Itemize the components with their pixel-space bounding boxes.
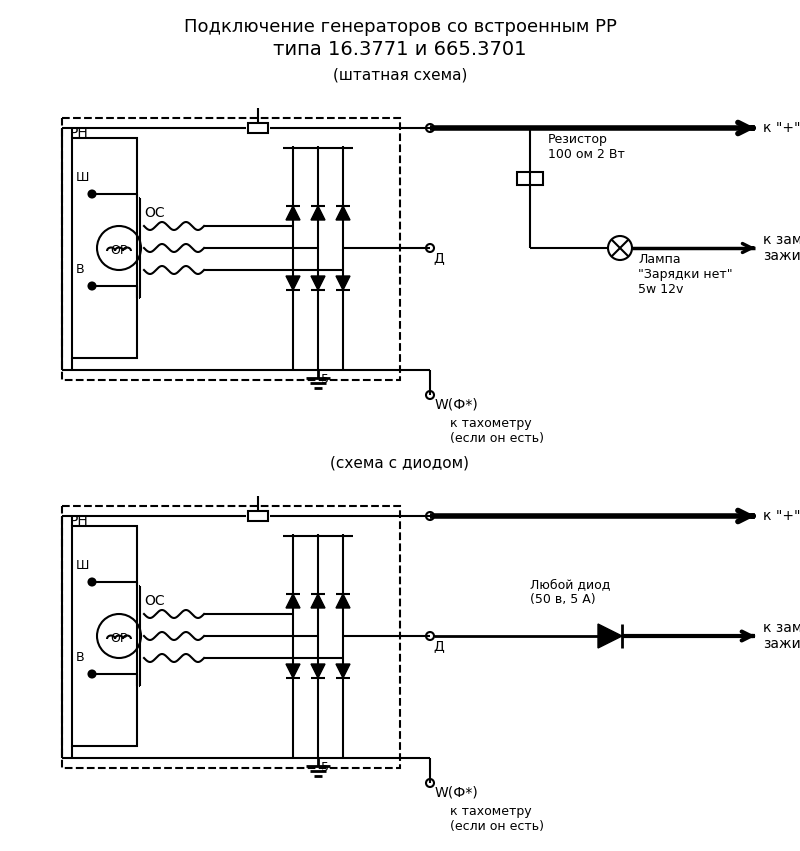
Circle shape [89, 283, 95, 289]
Polygon shape [336, 206, 350, 220]
Text: В: В [76, 651, 85, 664]
Text: Ш: Ш [76, 559, 90, 572]
Text: ОР: ОР [110, 243, 128, 256]
Text: Резистор
100 ом 2 Вт: Резистор 100 ом 2 Вт [548, 133, 625, 161]
Text: к замку
зажигания: к замку зажигания [763, 233, 800, 263]
Circle shape [89, 191, 95, 197]
Text: W(Ф*): W(Ф*) [435, 785, 478, 799]
Bar [72, 526, 137, 746]
Text: к "+" АКБ: к "+" АКБ [763, 509, 800, 523]
Text: Д: Д [433, 251, 444, 265]
Text: типа 16.3771 и 665.3701: типа 16.3771 и 665.3701 [274, 40, 526, 59]
Text: (штатная схема): (штатная схема) [333, 68, 467, 83]
Bar [248, 123, 268, 133]
Text: 5: 5 [321, 761, 329, 774]
Polygon shape [311, 664, 325, 678]
Text: ОС: ОС [144, 206, 165, 220]
Polygon shape [311, 594, 325, 608]
Polygon shape [311, 206, 325, 220]
Text: Подключение генераторов со встроенным РР: Подключение генераторов со встроенным РР [183, 18, 617, 36]
Bar [62, 118, 400, 380]
Polygon shape [336, 664, 350, 678]
Circle shape [89, 579, 95, 585]
Text: ОР: ОР [110, 631, 128, 644]
Text: ОС: ОС [144, 594, 165, 608]
Polygon shape [286, 664, 300, 678]
Text: к "+" АКБ: к "+" АКБ [763, 121, 800, 135]
Text: 5: 5 [321, 373, 329, 386]
Polygon shape [336, 594, 350, 608]
Bar [62, 506, 400, 768]
Circle shape [89, 671, 95, 677]
Text: В: В [76, 263, 85, 276]
Text: к замку
зажигания: к замку зажигания [763, 621, 800, 651]
Polygon shape [311, 276, 325, 290]
Bar [248, 511, 268, 521]
Polygon shape [336, 276, 350, 290]
Text: (схема с диодом): (схема с диодом) [330, 455, 470, 470]
Polygon shape [286, 594, 300, 608]
Polygon shape [286, 276, 300, 290]
Text: РН: РН [70, 514, 89, 528]
Text: к тахометру
(если он есть): к тахометру (если он есть) [450, 417, 544, 445]
Text: Любой диод
(50 в, 5 А): Любой диод (50 в, 5 А) [530, 578, 610, 606]
Text: Ш: Ш [76, 171, 90, 184]
Text: W(Ф*): W(Ф*) [435, 397, 478, 411]
Text: Д: Д [433, 639, 444, 653]
Text: к тахометру
(если он есть): к тахометру (если он есть) [450, 805, 544, 833]
Polygon shape [598, 624, 622, 648]
Text: Лампа
"Зарядки нет"
5w 12v: Лампа "Зарядки нет" 5w 12v [638, 253, 733, 296]
Text: РН: РН [70, 126, 89, 140]
Bar [517, 172, 543, 185]
Polygon shape [286, 206, 300, 220]
Bar [72, 138, 137, 358]
